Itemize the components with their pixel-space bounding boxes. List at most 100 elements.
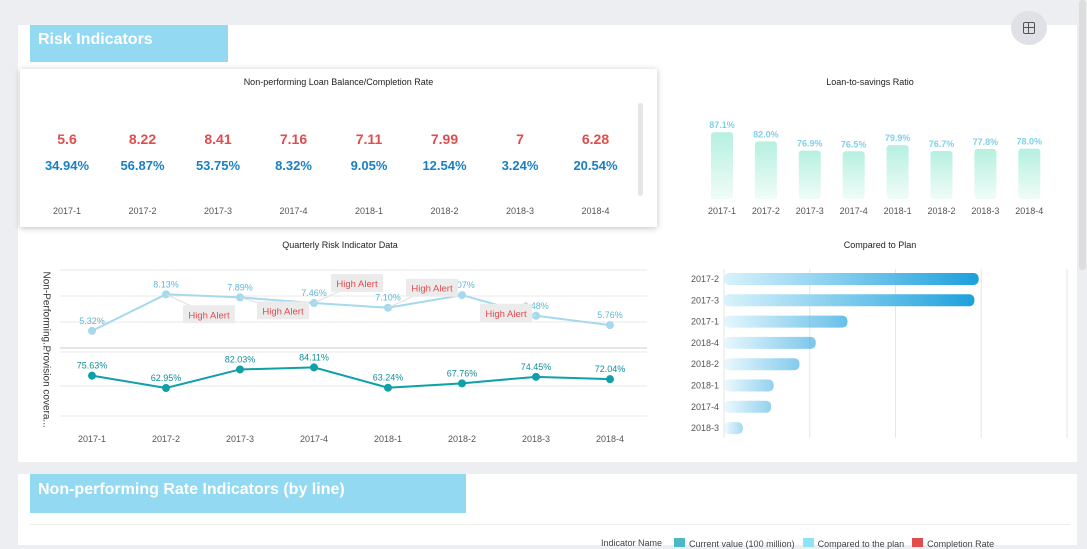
npl-balance-value: 7.11: [355, 131, 383, 147]
loan-savings-category: 2017-4: [840, 206, 868, 216]
npl-balance-value: 8.41: [204, 131, 232, 147]
legend-label: Indicator Name: [601, 538, 663, 548]
data-label: 7.10%: [375, 293, 401, 303]
loan-savings-label: 79.9%: [885, 133, 911, 143]
npl-category-label: 2018-3: [505, 206, 535, 216]
loan-savings-bar: [886, 145, 909, 199]
plan-bar: [724, 400, 772, 413]
data-label: 62.95%: [151, 373, 182, 383]
high-alert-box: [406, 278, 458, 297]
plan-bar: [724, 273, 979, 285]
npl-completion-rate: 53.75%: [195, 158, 241, 173]
data-label: 75.63%: [77, 361, 108, 371]
data-label: 6.48%: [523, 301, 549, 311]
x-axis-label: 2017-1: [78, 434, 106, 444]
loan-savings-bar: [1018, 148, 1041, 199]
loan-savings-label: 76.9%: [797, 139, 823, 149]
data-label: 7.89%: [227, 282, 253, 292]
section-title-risk-indicators: Risk Indicators: [30, 25, 228, 62]
npl-completion-rate: 20.54%: [573, 158, 618, 173]
data-point: [532, 372, 540, 381]
high-alert-label: High Alert: [262, 306, 304, 317]
high-alert-box: [331, 274, 383, 293]
loan-savings-category: 2018-1: [884, 206, 912, 216]
data-label: 72.04%: [595, 364, 626, 374]
loan-savings-label: 77.8%: [973, 137, 999, 147]
high-alert-label: High Alert: [188, 310, 230, 321]
legend-item-plan[interactable]: Compared to the plan: [802, 538, 904, 549]
npl-balance-value: 7.99: [430, 131, 459, 147]
data-point: [162, 383, 170, 392]
loan-savings-label: 87.1%: [709, 120, 735, 130]
npl-card-scrollbar[interactable]: [638, 103, 643, 196]
x-axis-label: 2017-4: [300, 434, 328, 444]
npl-completion-rate: 12.54%: [422, 158, 467, 173]
legend-swatch: [802, 538, 814, 547]
legend-item-completion[interactable]: Completion Rate: [912, 538, 994, 549]
x-axis-label: 2018-3: [522, 434, 550, 444]
data-point: [310, 363, 318, 372]
plan-bar: [724, 336, 816, 349]
npl-completion-rate: 8.32%: [275, 158, 312, 173]
data-label: 5.76%: [597, 310, 623, 320]
data-point: [458, 379, 466, 388]
data-label: 5.32%: [79, 316, 105, 326]
loan-savings-label: 76.7%: [929, 139, 955, 149]
plan-bar: [724, 422, 743, 435]
plan-bar: [724, 379, 774, 392]
data-point: [384, 383, 392, 392]
npl-completion-rate: 34.94%: [44, 158, 90, 173]
plan-bar: [724, 294, 975, 307]
loan-savings-category: 2018-2: [927, 206, 955, 216]
high-alert-box: [480, 303, 532, 322]
high-alert-box: [257, 301, 309, 320]
npl-category-label: 2018-1: [354, 206, 384, 216]
npl-balance-card: [20, 69, 657, 227]
npl-card-title: Non-performing Loan Balance/Completion R…: [243, 77, 434, 87]
loan-savings-title: Loan-to-savings Ratio: [826, 77, 914, 87]
loan-savings-label: 82.0%: [753, 129, 779, 139]
x-axis-label: 2018-4: [596, 434, 624, 444]
x-axis-label: 2018-2: [448, 434, 476, 444]
plan-bar: [724, 358, 800, 371]
data-point: [606, 321, 614, 330]
layout-settings-button[interactable]: [1011, 11, 1047, 45]
legend-swatch: [912, 538, 924, 547]
loan-savings-bar: [798, 150, 821, 199]
loan-savings-bar: [842, 151, 865, 199]
data-point: [606, 375, 614, 384]
high-alert-label: High Alert: [411, 284, 453, 295]
data-point: [88, 371, 96, 380]
page-scrollbar[interactable]: [1079, 0, 1086, 270]
data-label: 74.45%: [521, 362, 552, 372]
npl-category-label: 2017-2: [128, 206, 157, 216]
npl-balance-value: 5.6: [57, 131, 77, 147]
legend-item-current[interactable]: Current value (100 million): [674, 538, 795, 549]
data-label: 82.03%: [225, 354, 256, 364]
loan-savings-category: 2017-3: [796, 206, 824, 216]
divider: [30, 524, 1070, 525]
data-point: [88, 326, 96, 335]
y-axis-label: 2018-3: [691, 423, 719, 433]
high-alert-label: High Alert: [336, 279, 378, 290]
loan-savings-category: 2018-3: [971, 206, 999, 216]
npl-completion-rate: 3.24%: [501, 158, 539, 173]
x-axis-label: 2018-1: [374, 434, 402, 444]
y-axis-label: 2017-4: [691, 402, 719, 412]
series-line: [91, 366, 611, 390]
y-axis-label: 2018-2: [691, 359, 719, 369]
data-label: 84.11%: [299, 352, 329, 362]
loan-savings-category: 2017-1: [708, 206, 736, 216]
y-axis-label: 2017-2: [691, 274, 719, 284]
data-label: 7.46%: [301, 288, 327, 298]
npl-completion-rate: 56.87%: [120, 158, 165, 173]
plan-bar: [724, 315, 848, 328]
data-point: [236, 365, 244, 374]
npl-completion-rate: 9.05%: [350, 158, 388, 173]
loan-savings-bar: [930, 150, 953, 199]
data-label: 67.76%: [447, 368, 478, 378]
loan-savings-category: 2018-4: [1015, 206, 1043, 216]
loan-savings-label: 78.0%: [1017, 137, 1043, 147]
